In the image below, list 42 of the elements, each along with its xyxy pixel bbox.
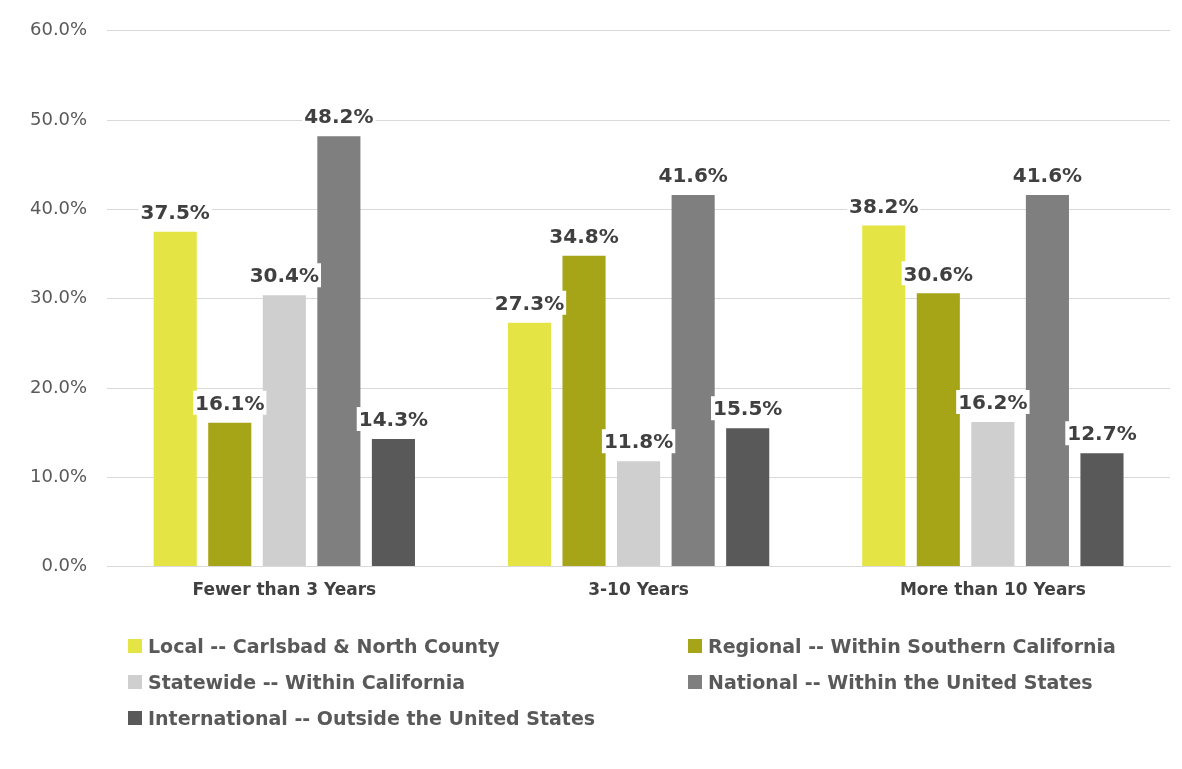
data-label: 15.5% bbox=[713, 396, 783, 421]
data-label: 12.7% bbox=[1067, 421, 1137, 446]
data-label: 30.6% bbox=[903, 261, 973, 286]
data-label: 37.5% bbox=[140, 199, 210, 224]
y-tick-label: 20.0% bbox=[29, 375, 88, 397]
data-label: 41.6% bbox=[1012, 163, 1083, 188]
data-label: 48.2% bbox=[304, 104, 374, 129]
bar bbox=[371, 438, 415, 567]
y-tick-label: 0.0% bbox=[41, 554, 88, 576]
data-label: 14.3% bbox=[358, 407, 429, 432]
data-label: 30.4% bbox=[249, 263, 320, 288]
x-tick-label: 3-10 Years bbox=[588, 579, 689, 600]
y-tick-label: 10.0% bbox=[29, 464, 88, 486]
x-tick-label: Fewer than 3 Years bbox=[192, 579, 377, 600]
data-label: 16.1% bbox=[195, 391, 265, 416]
data-label: 27.3% bbox=[494, 291, 565, 316]
legend-label: Local -- Carlsbad & North County bbox=[148, 635, 500, 657]
legend-label: National -- Within the United States bbox=[708, 671, 1093, 693]
bar bbox=[726, 428, 770, 567]
bar bbox=[208, 422, 252, 567]
bar bbox=[671, 195, 715, 567]
data-label: 41.6% bbox=[658, 163, 728, 188]
legend-label: Statewide -- Within California bbox=[148, 671, 466, 693]
x-tick-label: More than 10 Years bbox=[899, 579, 1086, 600]
bar bbox=[317, 136, 361, 567]
data-label: 16.2% bbox=[958, 390, 1028, 415]
bar bbox=[1080, 453, 1124, 567]
y-tick-label: 40.0% bbox=[29, 197, 88, 219]
legend-label: Regional -- Within Southern California bbox=[708, 635, 1116, 657]
bar bbox=[562, 255, 606, 567]
bar bbox=[916, 293, 960, 567]
data-label: 11.8% bbox=[603, 429, 674, 454]
data-label: 38.2% bbox=[849, 193, 919, 218]
bar bbox=[1025, 195, 1069, 567]
legend-label: International -- Outside the United States bbox=[148, 707, 596, 729]
bar bbox=[862, 225, 906, 567]
data-label: 34.8% bbox=[549, 224, 619, 249]
y-tick-label: 60.0% bbox=[29, 18, 88, 40]
bar bbox=[507, 322, 552, 567]
y-tick-label: 30.0% bbox=[29, 286, 88, 308]
y-tick-label: 50.0% bbox=[29, 107, 88, 129]
bar bbox=[153, 231, 197, 567]
